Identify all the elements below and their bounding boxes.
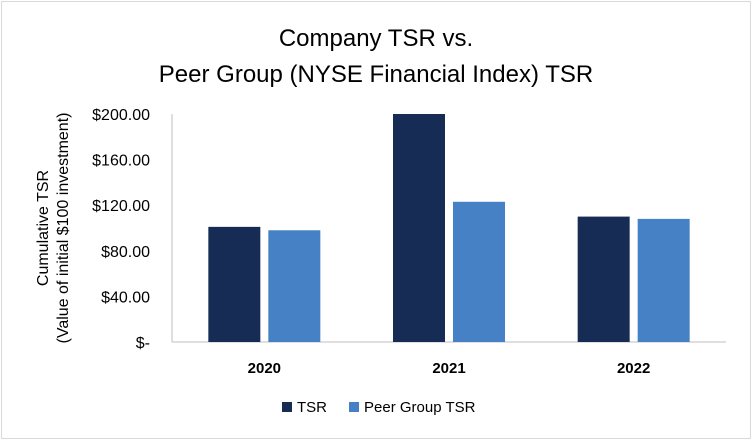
bar-tsr-2020	[208, 226, 261, 342]
chart-title-line-2: Peer Group (NYSE Financial Index) TSR	[159, 61, 593, 88]
chart-title-line-1: Company TSR vs.	[279, 25, 473, 52]
x-tick-label-2021: 2021	[432, 360, 465, 377]
bar-peer-group-tsr-2021	[453, 201, 505, 342]
y-tick-label: $40.00	[101, 289, 150, 306]
bar-tsr-2021	[393, 114, 445, 342]
bar-peer-group-tsr-2020	[268, 230, 321, 342]
y-tick-label: $160.00	[92, 153, 150, 170]
legend-label-peer-group-tsr: Peer Group TSR	[364, 399, 476, 416]
bar-tsr-2022	[577, 216, 630, 342]
y-tick-label: $120.00	[92, 198, 150, 215]
bar-peer-group-tsr-2022	[637, 218, 690, 342]
y-axis-label-line-1: Cumulative TSR	[35, 170, 52, 286]
y-axis-label-line-2: (Value of initial $100 investment)	[55, 113, 72, 344]
y-tick-label: $80.00	[101, 244, 150, 261]
x-tick-label-2020: 2020	[248, 360, 281, 377]
legend-swatch-peer-group-tsr	[349, 402, 359, 412]
legend-label-tsr: TSR	[297, 399, 327, 416]
x-tick-label-2022: 2022	[617, 360, 650, 377]
legend-swatch-tsr	[282, 402, 292, 412]
y-tick-label: $200.00	[92, 107, 150, 124]
y-tick-label: $-	[136, 335, 150, 352]
